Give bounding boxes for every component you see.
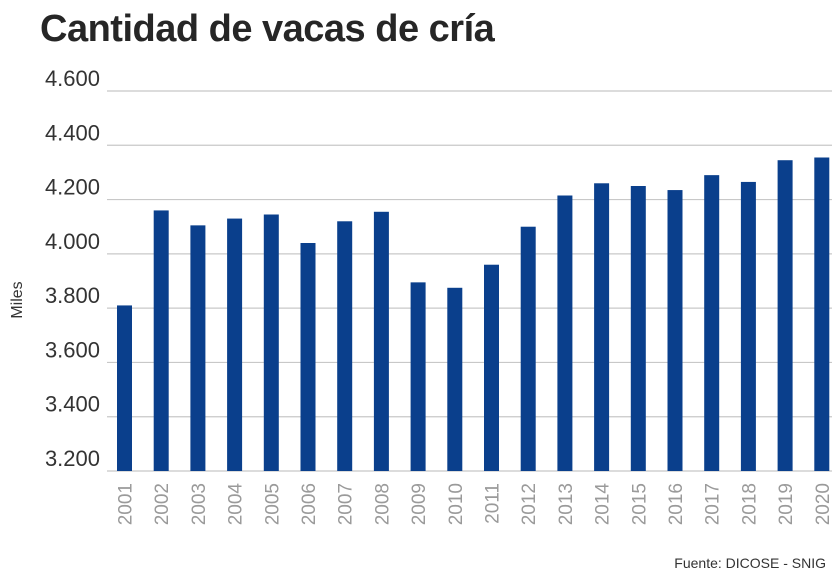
- y-tick-label: 3.400: [45, 392, 100, 417]
- x-tick-label: 2011: [483, 483, 504, 524]
- bar: [373, 211, 389, 472]
- bar: [594, 183, 610, 472]
- bar: [704, 175, 720, 471]
- x-tick-label: 2012: [519, 483, 540, 525]
- x-tick-label: 2020: [813, 483, 834, 525]
- y-tick-label: 4.400: [45, 120, 100, 145]
- bar: [740, 181, 756, 471]
- x-tick-label: 2003: [189, 483, 210, 525]
- bar: [300, 243, 316, 471]
- bar: [190, 225, 206, 471]
- y-tick-label: 3.800: [45, 283, 100, 308]
- bar: [814, 157, 830, 471]
- x-tick-label: 2018: [739, 483, 760, 525]
- source-note: Fuente: DICOSE - SNIG: [674, 555, 826, 571]
- x-tick-label: 2004: [226, 483, 247, 526]
- y-tick-label: 4.000: [45, 229, 100, 254]
- bar: [557, 195, 573, 471]
- x-tick-label: 2005: [262, 483, 283, 525]
- x-tick-label: 2002: [152, 483, 173, 525]
- x-tick-label: 2009: [409, 483, 430, 525]
- bar: [227, 218, 243, 471]
- x-tick-label: 2006: [299, 483, 320, 525]
- x-tick-label: 2007: [336, 483, 357, 525]
- bar: [263, 214, 279, 471]
- bar: [667, 190, 683, 472]
- bar: [520, 226, 536, 471]
- bar: [153, 210, 169, 471]
- bar: [410, 282, 426, 471]
- x-tick-label: 2008: [372, 483, 393, 525]
- y-tick-label: 3.600: [45, 337, 100, 362]
- bar: [777, 160, 793, 471]
- y-tick-label: 3.200: [45, 446, 100, 471]
- x-tick-label: 2015: [629, 483, 650, 525]
- x-tick-label: 2010: [446, 483, 467, 525]
- chart-title: Cantidad de vacas de cría: [40, 8, 495, 50]
- bar: [484, 264, 499, 471]
- x-tick-label: 2014: [593, 483, 614, 526]
- y-tick-label: 4.200: [45, 175, 100, 200]
- x-tick-label: 2016: [666, 483, 687, 525]
- bar: [630, 186, 646, 471]
- x-tick-label: 2017: [703, 483, 724, 525]
- bar: [337, 221, 353, 471]
- x-tick-label: 2013: [556, 483, 577, 525]
- y-tick-label: 4.600: [45, 66, 100, 91]
- bar: [117, 305, 132, 471]
- x-tick-label: 2001: [116, 483, 137, 525]
- x-tick-label: 2019: [776, 483, 797, 525]
- bar: [447, 287, 463, 471]
